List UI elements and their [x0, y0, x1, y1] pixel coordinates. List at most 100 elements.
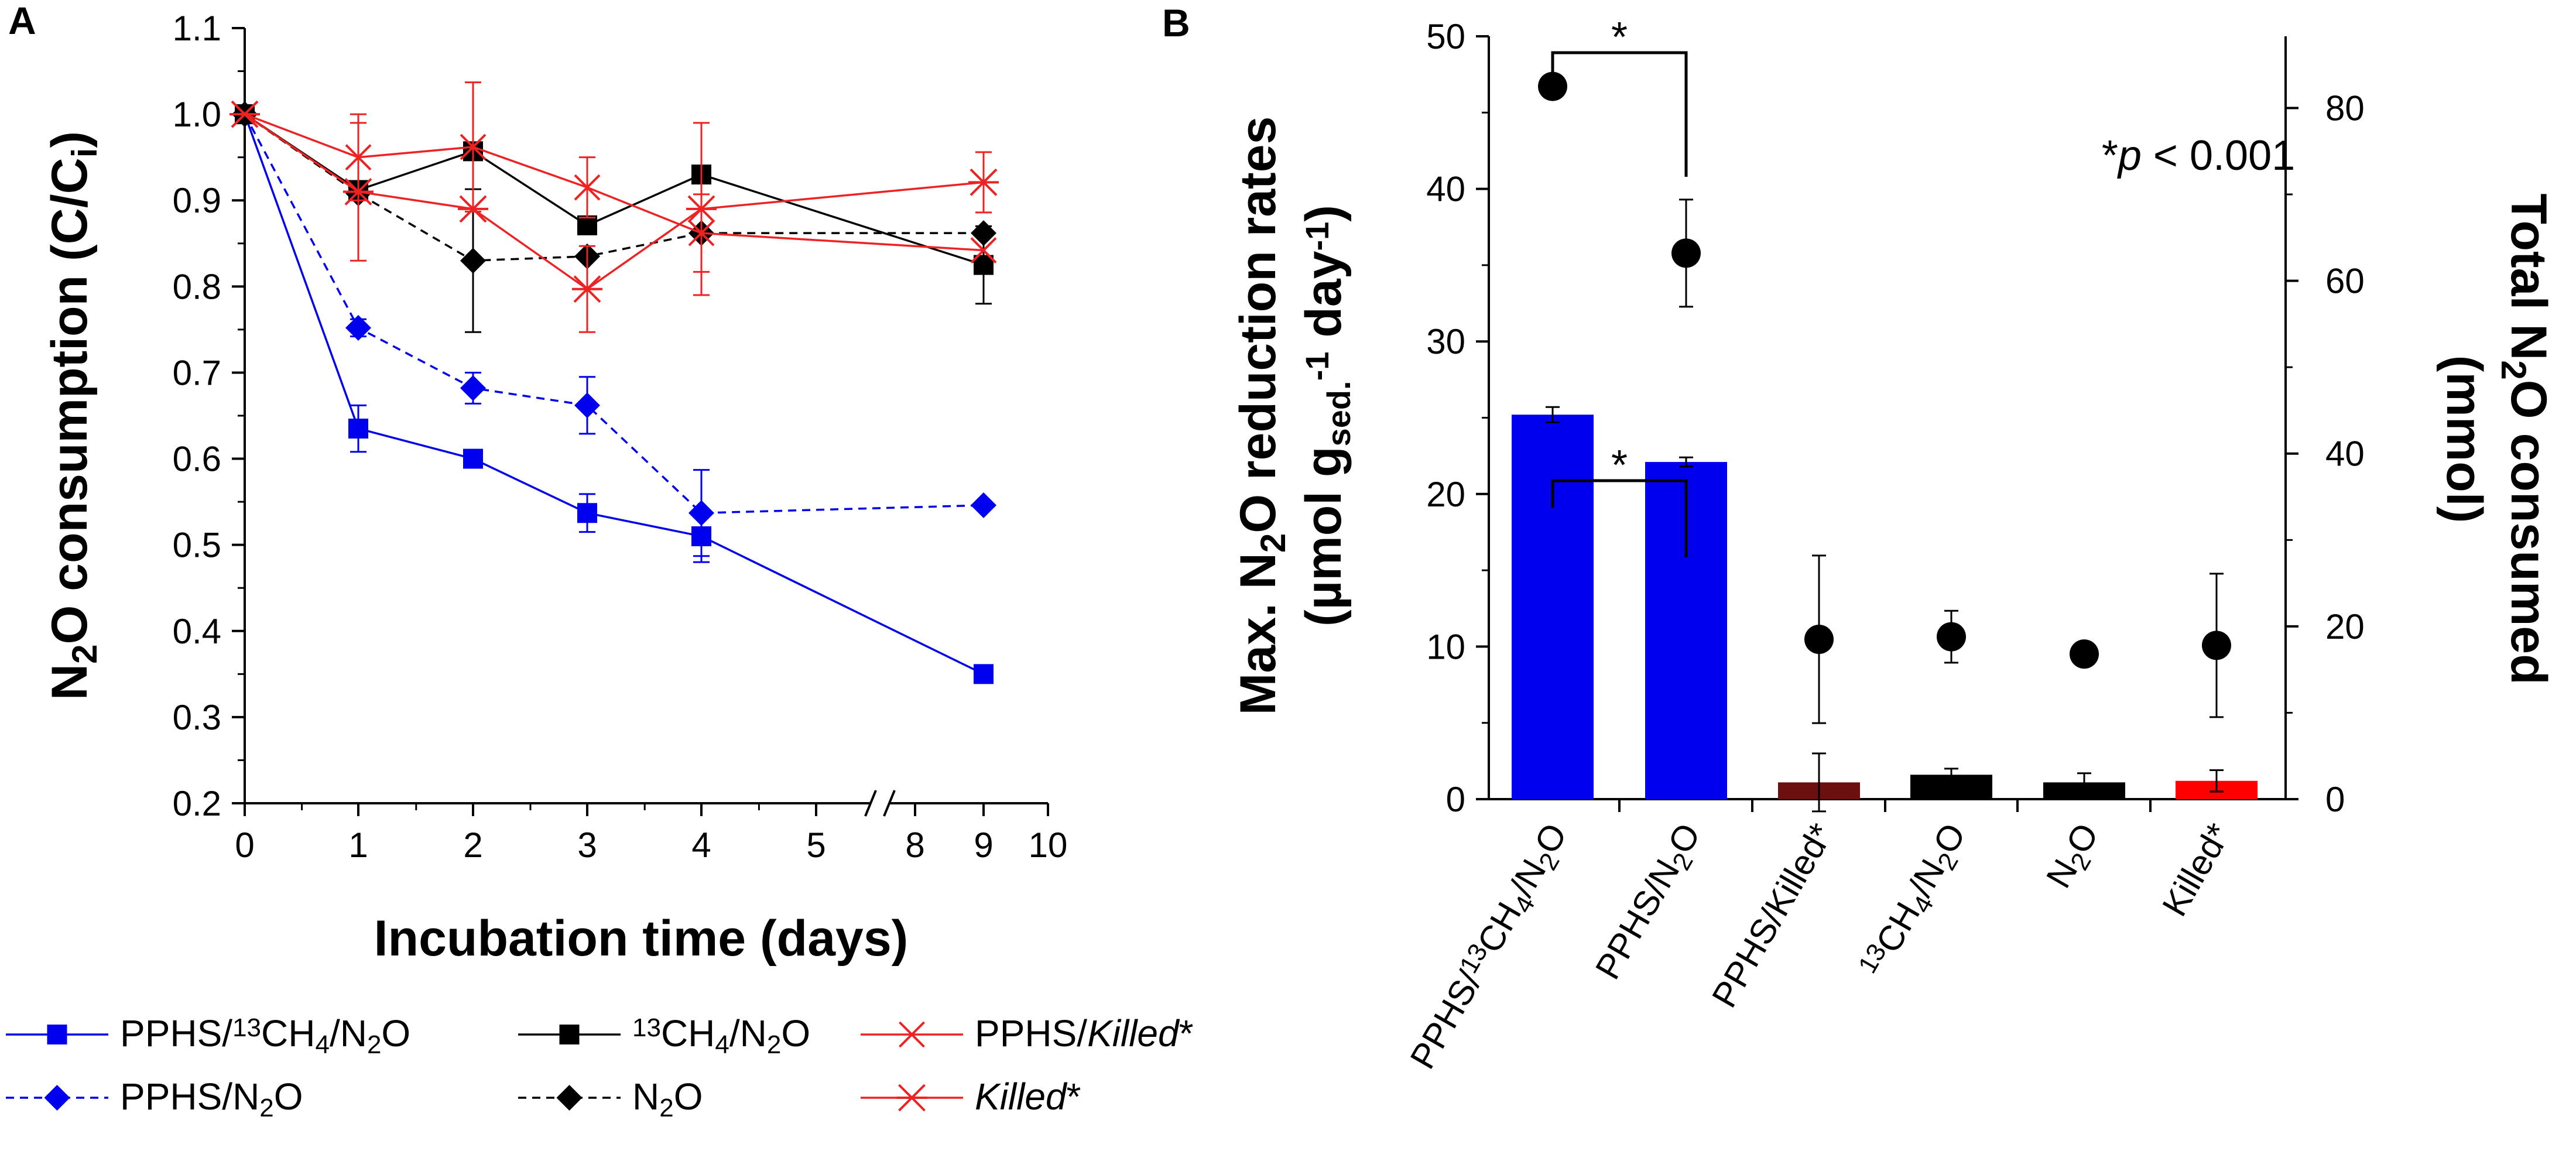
total-consumed-point [1538, 71, 1567, 101]
superscript: -1 [1299, 352, 1335, 381]
text-part: Killed* [2154, 817, 2238, 923]
legend-marker [899, 1021, 925, 1048]
data-point [971, 220, 996, 246]
subscript: 2 [65, 645, 104, 664]
bar-error [2210, 769, 2224, 793]
legend-marker [44, 1085, 70, 1111]
right-tick-label: 60 [2325, 262, 2365, 301]
data-point [458, 195, 488, 223]
x-axis-title: Incubation time (days) [374, 910, 909, 967]
text-part: /N [729, 1012, 767, 1054]
bar [1512, 415, 1594, 799]
text-part: * [1067, 1075, 1081, 1118]
bar-error [1944, 768, 1958, 782]
series-line [244, 114, 984, 675]
total-consumed-point [1804, 625, 1834, 655]
total-consumed-point [1671, 238, 1701, 268]
legend-marker [896, 1084, 927, 1112]
text-part: O [381, 1012, 410, 1054]
subscript: i [65, 148, 104, 158]
panel-letter-b: B [1162, 1, 1190, 44]
text-part: O reduction rates [1230, 117, 1286, 533]
left-axis-title: Max. N2O reduction rates [1230, 117, 1293, 715]
data-point [229, 100, 260, 128]
legend-label: PPHS/N2O [120, 1075, 303, 1122]
data-point [460, 375, 486, 401]
y-tick-label: 0.8 [173, 267, 221, 306]
text-part: Killed [1087, 1012, 1180, 1054]
text-part: O [2058, 817, 2106, 860]
y-tick-label: 0.4 [173, 612, 221, 651]
marker-stroke [574, 174, 601, 201]
legend-label: N2O [632, 1075, 703, 1122]
data-point [348, 419, 368, 439]
data-point [460, 133, 487, 160]
panel-letter-a: A [8, 0, 36, 42]
superscript: -1 [1299, 222, 1335, 251]
right-tick-label: 20 [2325, 607, 2365, 646]
left-tick-label: 40 [1426, 170, 1465, 209]
legend-label: Killed* [975, 1075, 1081, 1118]
series-line [244, 113, 984, 252]
bracket-line [1551, 479, 1688, 557]
text-part: * [2102, 132, 2118, 179]
series-line [244, 113, 984, 266]
x-tick-label: 4 [691, 826, 711, 865]
legend-label: PPHS/Killed* [975, 1012, 1194, 1054]
x-tick-label: 10 [1029, 826, 1068, 865]
text-part: N [42, 664, 98, 700]
marker-stroke [970, 237, 997, 263]
legend: PPHS/13CH4/N2O 13CH4/N2O PPHS/Killed* PPHS/… [6, 1012, 1194, 1122]
text-part: O [674, 1075, 703, 1118]
category-label: 13CH4/N2O [1853, 816, 1978, 987]
data-point [686, 195, 717, 223]
series-5 [229, 100, 999, 333]
text-part: p [2117, 132, 2142, 179]
x-tick-label: 8 [905, 826, 924, 865]
total-consumed-point [1937, 622, 1966, 652]
text-part: ) [1296, 205, 1352, 222]
total-consumed-point [2070, 639, 2099, 669]
legend-entry-1: 13CH4/N2O [518, 1012, 810, 1059]
text-part: PPHS/ [1403, 964, 1489, 1075]
bar-error [2077, 772, 2091, 793]
p-value-annotation: *p < 0.001 [2102, 132, 2295, 179]
data-point [971, 492, 996, 518]
y-tick-label: 0.9 [173, 181, 221, 220]
y-tick-label: 0.2 [173, 784, 221, 823]
left-tick-label: 50 [1426, 17, 1465, 56]
axis-break-mark [883, 790, 896, 817]
data-point [345, 314, 371, 341]
data-point [574, 392, 600, 419]
series-2 [235, 104, 994, 305]
category-label: N2O [2039, 817, 2111, 897]
x-tick-label: 3 [577, 826, 597, 865]
total-consumed-point [2202, 631, 2231, 660]
series-line [244, 113, 984, 290]
legend-label: 13CH4/N2O [632, 1012, 810, 1059]
x-tick-label: 5 [806, 826, 825, 865]
y-tick-label: 1.1 [173, 9, 221, 48]
text-part: day [1296, 251, 1352, 351]
text-part: CH [261, 1012, 315, 1054]
legend-entry-5: Killed* [861, 1075, 1081, 1118]
legend-entry-0: PPHS/13CH4/N2O [6, 1012, 410, 1059]
series-4 [231, 81, 997, 273]
data-point [574, 174, 601, 201]
right-axis-title-units: (mmol) [2436, 355, 2492, 523]
text-part: CH [661, 1012, 715, 1054]
legend-marker [556, 1085, 583, 1111]
subscript: 2 [767, 1030, 781, 1059]
text-part: Max. N [1230, 553, 1286, 715]
text-part: O consumption (C/C [42, 157, 98, 644]
y-tick-label: 0.3 [173, 698, 221, 737]
left-axis-title-units: (µmol gsed.-1 day-1) [1296, 205, 1357, 626]
bar-error [1546, 406, 1560, 423]
data-point [974, 664, 994, 684]
data-point [572, 275, 602, 303]
subscript: 2 [259, 1094, 273, 1122]
data-point [463, 448, 483, 469]
text-part: O [1660, 817, 1708, 860]
text-part: O [1527, 817, 1574, 860]
